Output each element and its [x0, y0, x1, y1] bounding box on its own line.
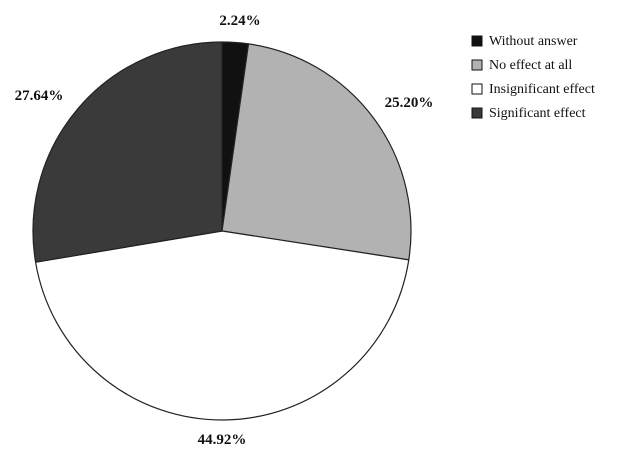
- legend-swatch-no-effect-at-all: [471, 59, 483, 71]
- legend-label-without-answer: Without answer: [489, 34, 578, 49]
- data-label-significant-effect: 27.64%: [15, 88, 64, 104]
- legend: Without answer No effect at all Insignific…: [471, 34, 595, 121]
- pie-slice-insignificant-effect: [34, 230, 410, 421]
- legend-label-insignificant-effect: Insignificant effect: [489, 82, 595, 97]
- pie-slice-no-effect-at-all: [221, 43, 412, 261]
- pie-slice-labels: 2.24% 25.20% 44.92% 27.64%: [15, 13, 434, 448]
- legend-swatch-significant-effect: [471, 107, 483, 119]
- data-label-no-effect-at-all: 25.20%: [385, 95, 434, 111]
- legend-swatch-without-answer: [471, 35, 483, 47]
- data-label-insignificant-effect: 44.92%: [198, 432, 247, 448]
- legend-label-significant-effect: Significant effect: [489, 106, 586, 121]
- pie-slice-significant-effect: [32, 41, 223, 263]
- data-label-without-answer: 2.24%: [219, 13, 260, 29]
- legend-swatch-insignificant-effect: [471, 83, 483, 95]
- legend-label-no-effect-at-all: No effect at all: [489, 58, 572, 73]
- pie-slices: [32, 41, 412, 421]
